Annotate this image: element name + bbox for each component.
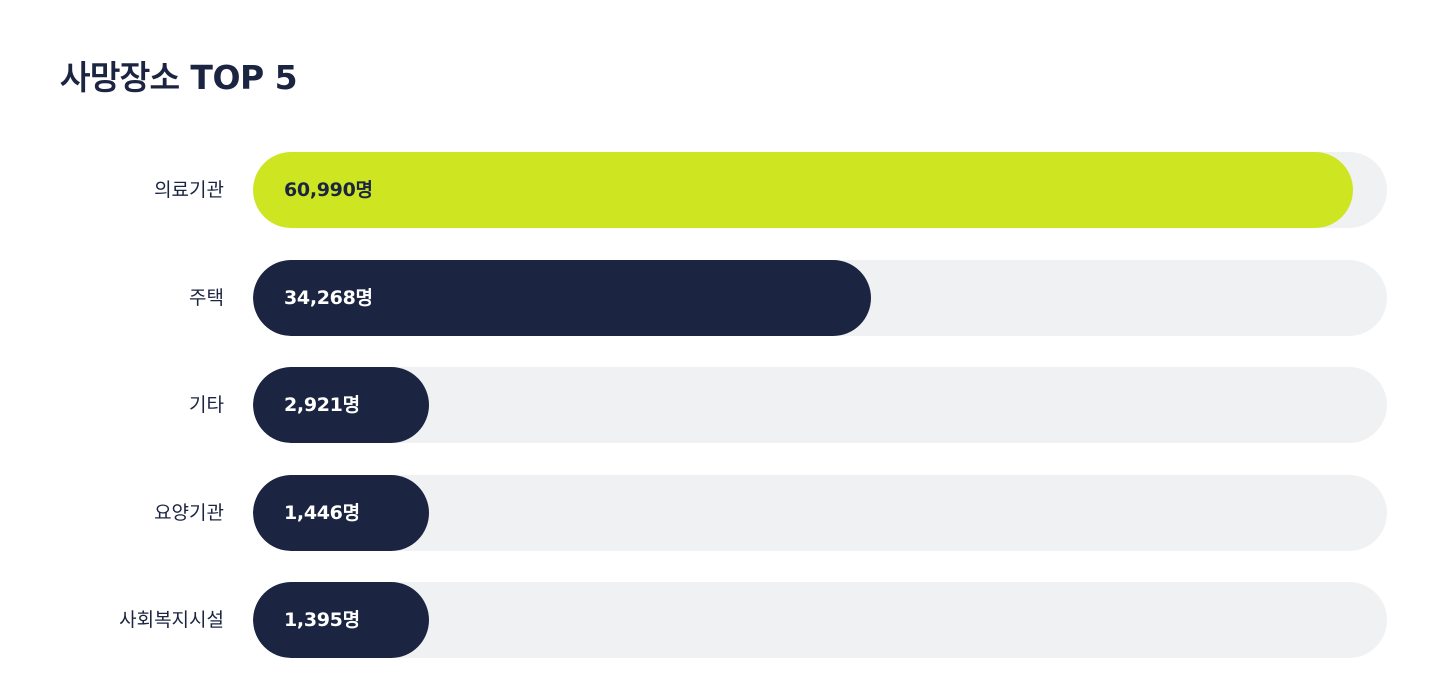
category-label: 기타 [189, 394, 224, 416]
bar-value-label: 60,990명 [284, 179, 373, 201]
bar-track: 2,921명 [253, 367, 1387, 443]
category-label: 주택 [189, 287, 224, 309]
bar-row: 요양기관 1,446명 [0, 475, 1456, 551]
bar-track: 34,268명 [253, 260, 1387, 336]
bar [253, 582, 429, 658]
category-label: 사회복지시설 [119, 609, 224, 631]
bar-value-label: 1,395명 [284, 609, 360, 631]
category-label: 의료기관 [154, 179, 224, 201]
bar-value-label: 1,446명 [284, 502, 360, 524]
bar-track: 1,395명 [253, 582, 1387, 658]
bar [253, 475, 429, 551]
bar-track: 1,446명 [253, 475, 1387, 551]
bar [253, 260, 871, 336]
bar-row: 의료기관 60,990명 [0, 152, 1456, 228]
bar-track: 60,990명 [253, 152, 1387, 228]
category-label: 요양기관 [154, 502, 224, 524]
bar-value-label: 34,268명 [284, 287, 373, 309]
bar [253, 152, 1353, 228]
bar-value-label: 2,921명 [284, 394, 360, 416]
chart-title: 사망장소 TOP 5 [60, 58, 298, 97]
bar [253, 367, 429, 443]
bar-row: 사회복지시설 1,395명 [0, 582, 1456, 658]
bar-row: 주택 34,268명 [0, 260, 1456, 336]
bar-row: 기타 2,921명 [0, 367, 1456, 443]
